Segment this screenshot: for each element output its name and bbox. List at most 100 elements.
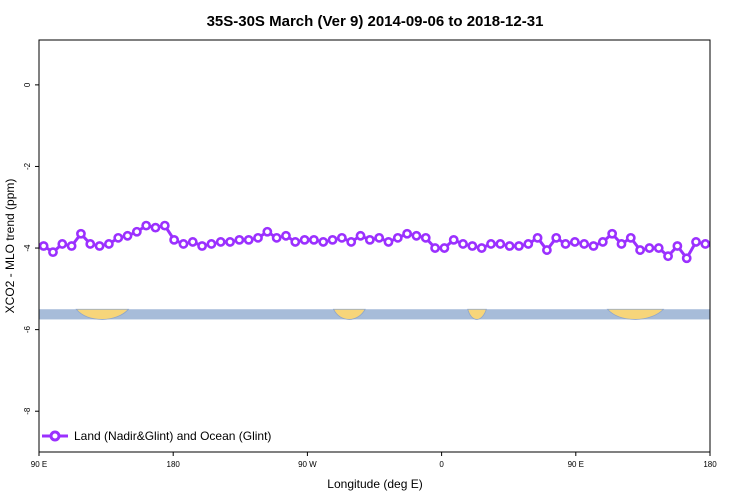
data-point (532, 232, 543, 243)
data-point (607, 228, 618, 239)
x-tick-label: 90 W (298, 460, 317, 469)
data-point (364, 234, 375, 245)
data-point (215, 237, 226, 247)
data-point (355, 230, 366, 241)
data-point (281, 230, 291, 241)
x-axis-label: Longitude (deg E) (327, 477, 422, 491)
x-tick-label: 180 (703, 460, 717, 469)
data-point (290, 237, 301, 247)
data-point (225, 237, 235, 247)
data-point (234, 234, 245, 245)
data-point (169, 234, 180, 245)
chart-title: 35S-30S March (Ver 9) 2014-09-06 to 2018… (207, 13, 544, 30)
data-point (625, 232, 636, 243)
y-axis: 0 -2 -4 -6 -8 (23, 82, 39, 415)
x-tick-label: 90 E (568, 460, 584, 469)
x-tick-label: 90 E (31, 460, 47, 469)
legend: Land (Nadir&Glint) and Ocean (Glint) (42, 429, 271, 443)
data-point (504, 241, 515, 251)
data-point (579, 239, 590, 249)
data-point (206, 239, 217, 249)
legend-marker-swatch (49, 430, 61, 442)
map-strip (39, 308, 710, 320)
map-strip-land (332, 308, 366, 320)
data-point (448, 234, 459, 245)
x-axis: 90 E 180 90 W 0 90 E 180 (31, 452, 717, 469)
x-tick-label: 0 (439, 460, 444, 469)
data-point (141, 220, 152, 231)
map-strip-land (467, 308, 487, 320)
data-point (402, 228, 413, 239)
plot-area-frame (38, 39, 711, 453)
data-point (420, 232, 431, 243)
data-point (663, 251, 673, 262)
data-point (681, 253, 692, 264)
data-point (243, 234, 254, 245)
map-strip-ocean (39, 309, 710, 320)
data-point (374, 232, 385, 243)
map-strip-land (606, 308, 665, 320)
data-point (85, 239, 96, 249)
data-point (113, 232, 124, 243)
data-point (653, 243, 664, 253)
y-tick-label: -2 (23, 162, 32, 170)
data-point (318, 237, 329, 247)
data-point (178, 239, 189, 249)
data-point (514, 241, 524, 251)
map-strip-land (75, 308, 130, 320)
data-point (94, 241, 105, 251)
data-point (476, 243, 487, 253)
data-point (187, 237, 198, 247)
data-point (103, 239, 114, 249)
data-point (551, 232, 562, 243)
data-point (122, 230, 133, 241)
y-tick-label: 0 (23, 82, 32, 87)
data-point (542, 245, 552, 255)
data-point (309, 234, 319, 245)
data-point (430, 243, 440, 253)
data-point (38, 241, 49, 251)
y-axis-label: XCO2 - MLO trend (ppm) (3, 179, 17, 314)
data-point (299, 234, 310, 245)
data-point (383, 237, 394, 247)
data-point (392, 232, 403, 243)
data-point (700, 239, 711, 249)
data-point (439, 243, 450, 253)
data-point (336, 232, 347, 243)
data-point (588, 241, 599, 251)
data-point (197, 241, 207, 251)
data-point (458, 239, 468, 249)
data-point (76, 228, 86, 239)
data-point (327, 234, 338, 245)
data-point (66, 241, 77, 251)
data-point (597, 237, 608, 247)
data-point (523, 239, 534, 249)
data-point (253, 232, 263, 243)
legend-entry-label: Land (Nadir&Glint) and Ocean (Glint) (74, 429, 271, 443)
data-point (644, 243, 655, 253)
data-point (672, 241, 683, 251)
data-point (616, 239, 627, 249)
y-tick-label: -4 (23, 244, 32, 252)
data-point (495, 239, 506, 249)
data-point (48, 247, 58, 258)
data-point (57, 239, 68, 249)
data-point (569, 237, 580, 247)
data-point (150, 222, 161, 233)
data-point (691, 237, 701, 247)
data-point (411, 230, 422, 241)
data-point (262, 226, 273, 237)
series-layer (38, 220, 711, 264)
data-point (271, 232, 282, 243)
data-point (486, 239, 496, 249)
data-point (635, 245, 646, 255)
data-point (159, 220, 170, 231)
data-point (560, 239, 571, 249)
y-tick-label: -6 (23, 326, 32, 334)
data-point (467, 241, 478, 251)
x-tick-label: 180 (167, 460, 181, 469)
data-point (346, 237, 357, 247)
data-point (131, 226, 142, 237)
y-tick-label: -8 (23, 407, 32, 415)
